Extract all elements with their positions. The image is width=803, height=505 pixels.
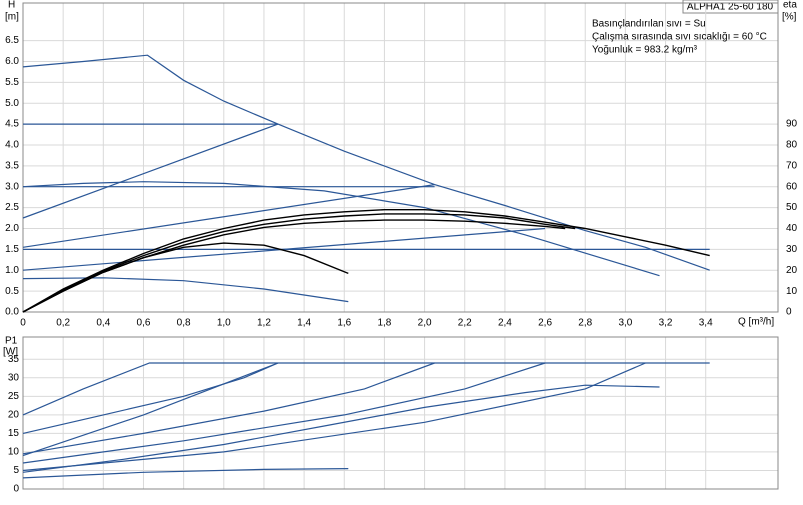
x-tick-label: 1,2 (257, 318, 271, 329)
x-tick-label: 3,4 (699, 318, 713, 329)
y-tick-label: 0.5 (5, 286, 19, 297)
y2-tick-label: 40 (786, 223, 798, 234)
curve (22, 184, 435, 248)
y-tick-label: 4.0 (5, 140, 19, 151)
x-tick-label: 0,4 (96, 318, 110, 329)
y2-axis-label: eta (783, 0, 797, 11)
y2-tick-label: 60 (786, 181, 798, 192)
y-tick-label: 5.5 (5, 77, 19, 88)
y-tick-label: 0 (13, 484, 19, 495)
x-tick-label: 1,4 (297, 318, 311, 329)
y-tick-label: 30 (8, 372, 20, 383)
curve (22, 362, 279, 434)
x-tick-label: 0,8 (177, 318, 191, 329)
x-tick-label: 0 (20, 318, 26, 329)
x-tick-label: 2,4 (498, 318, 512, 329)
curve (22, 362, 546, 464)
annotation: Basınçlandırılan sıvı = Su (592, 19, 706, 30)
y-tick-label: 3.5 (5, 160, 19, 171)
curve (22, 362, 646, 472)
x-tick-label: 3,0 (618, 318, 632, 329)
y2-tick-label: 10 (786, 286, 798, 297)
y-axis-unit: [W] (3, 347, 18, 358)
y-axis-label: P1 (5, 336, 18, 347)
x-tick-label: 2,2 (458, 318, 472, 329)
curve (22, 362, 435, 455)
y2-axis-unit: [%] (782, 12, 797, 23)
y-tick-label: 15 (8, 428, 20, 439)
y2-tick-label: 30 (786, 244, 798, 255)
x-tick-label: 0,6 (137, 318, 151, 329)
y-tick-label: 2.0 (5, 223, 19, 234)
y-tick-label: 6.0 (5, 56, 19, 67)
y2-tick-label: 80 (786, 140, 798, 151)
plot-frame (22, 336, 779, 490)
x-tick-label: 1,6 (337, 318, 351, 329)
annotation: Yoğunluk = 983.2 kg/m³ (592, 45, 698, 56)
x-tick-label: 0,2 (56, 318, 70, 329)
y-tick-label: 6.5 (5, 35, 19, 46)
y2-tick-label: 90 (786, 119, 798, 130)
y2-tick-label: 50 (786, 202, 798, 213)
curve (22, 213, 576, 313)
y-tick-label: 2.5 (5, 202, 19, 213)
y2-tick-label: 70 (786, 160, 798, 171)
x-tick-label: 3,2 (659, 318, 673, 329)
y2-tick-label: 0 (786, 307, 792, 318)
plot-frame (22, 2, 779, 313)
x-tick-label: 2,6 (538, 318, 552, 329)
curve (22, 181, 660, 277)
x-tick-label: 2,8 (578, 318, 592, 329)
x-axis-label: Q [m³/h] (738, 317, 774, 328)
y-tick-label: 5 (13, 465, 19, 476)
y-tick-label: 1.5 (5, 244, 19, 255)
y-tick-label: 35 (8, 354, 20, 365)
y-tick-label: 20 (8, 409, 20, 420)
annotation: Çalışma sırasında sıvı sıcaklığı = 60 °C (592, 32, 767, 43)
y-tick-label: 1.0 (5, 265, 19, 276)
y-tick-label: 5.0 (5, 98, 19, 109)
y-tick-label: 10 (8, 447, 20, 458)
x-tick-label: 1,0 (217, 318, 231, 329)
curve (22, 227, 546, 271)
curve (22, 468, 349, 479)
y-axis-label: H (8, 0, 15, 11)
y-axis-unit: [m] (5, 12, 19, 23)
curve (22, 362, 710, 416)
curve (22, 123, 279, 219)
curve (22, 362, 279, 457)
curve (22, 209, 710, 313)
curve (22, 54, 710, 271)
curve (22, 277, 349, 303)
x-tick-label: 1,8 (377, 318, 391, 329)
chart-title: ALPHA1 25-60 180 (687, 2, 774, 13)
curve (22, 242, 349, 313)
y2-tick-label: 20 (786, 265, 798, 276)
y-tick-label: 0.0 (5, 307, 19, 318)
y-tick-label: 3.0 (5, 181, 19, 192)
x-tick-label: 2,0 (418, 318, 432, 329)
y-tick-label: 25 (8, 391, 20, 402)
curve (22, 384, 660, 473)
y-tick-label: 4.5 (5, 119, 19, 130)
